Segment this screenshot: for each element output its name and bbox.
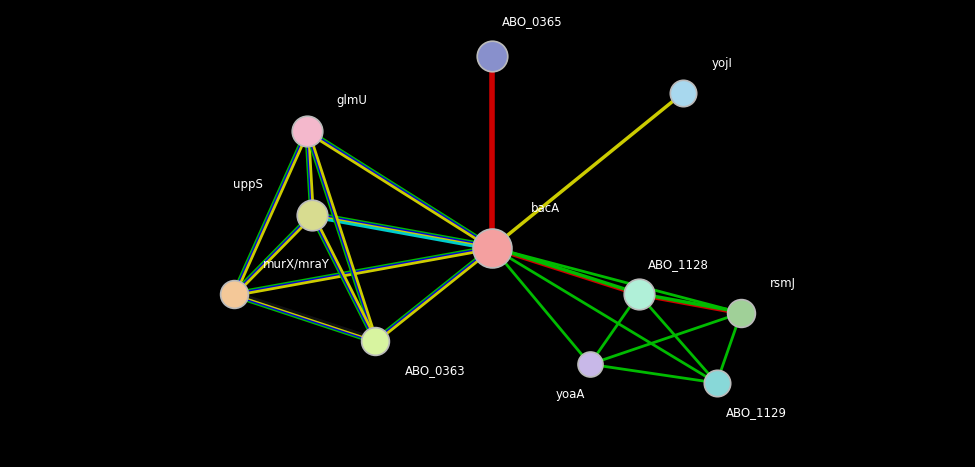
Point (226, 290, 242, 298)
Text: murX/mraY: murX/mraY (263, 258, 331, 271)
Point (733, 309, 749, 317)
Text: yoaA: yoaA (556, 388, 585, 401)
Point (485, 244, 500, 251)
Point (368, 337, 383, 345)
Text: bacA: bacA (531, 202, 561, 215)
Point (631, 290, 646, 298)
Text: ABO_0365: ABO_0365 (502, 15, 563, 28)
Point (675, 90, 690, 97)
Point (485, 52, 500, 60)
Point (299, 127, 315, 134)
Text: ABO_0363: ABO_0363 (405, 364, 465, 377)
Text: uppS: uppS (233, 178, 263, 191)
Text: rsmJ: rsmJ (770, 276, 797, 290)
Text: ABO_1129: ABO_1129 (726, 406, 788, 419)
Point (709, 379, 724, 387)
Point (304, 211, 320, 219)
Text: ABO_1128: ABO_1128 (648, 258, 709, 271)
Point (582, 361, 598, 368)
Text: glmU: glmU (336, 94, 368, 107)
Text: yojI: yojI (712, 57, 732, 70)
